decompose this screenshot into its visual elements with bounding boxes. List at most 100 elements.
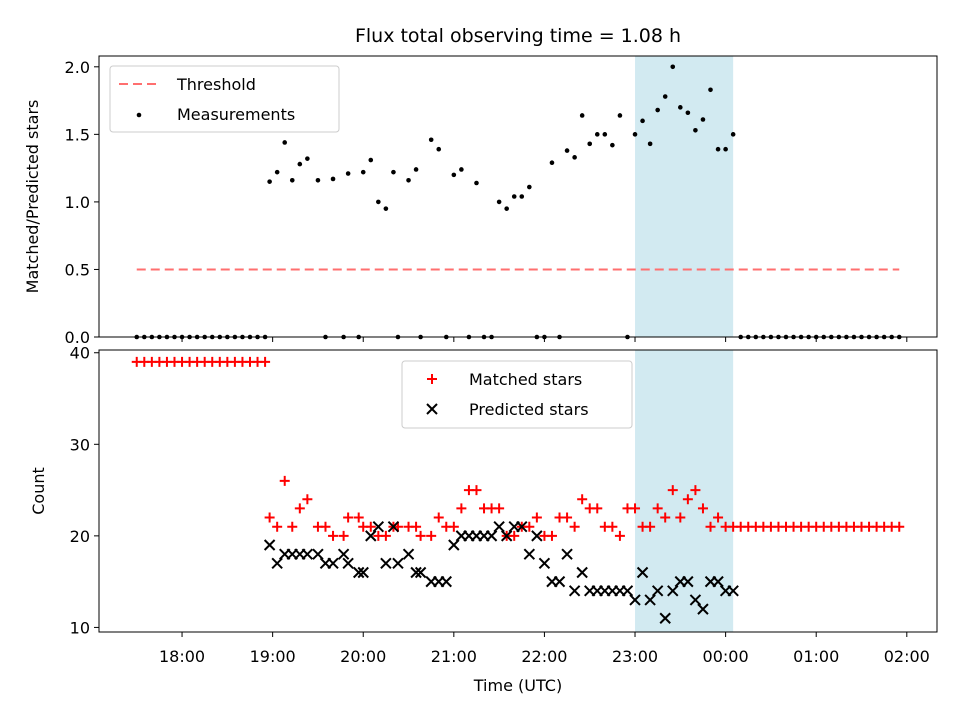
data-point	[602, 132, 608, 137]
data-point	[614, 530, 625, 541]
data-point	[682, 575, 694, 588]
data-point	[645, 521, 656, 532]
data-point	[682, 494, 693, 505]
data-point	[511, 194, 517, 199]
legend-box	[401, 360, 633, 429]
data-point	[294, 503, 305, 514]
x-tick-label: 23:00	[612, 647, 658, 666]
data-point	[592, 503, 603, 514]
bottom-panel: 10 20 30 40 18:00 19:00 20:00 21:00 22:00 23:00 00…	[29, 344, 938, 666]
data-point	[640, 118, 645, 124]
data-point	[519, 194, 525, 199]
x-tick-label: 18:00	[159, 647, 205, 666]
data-point	[260, 356, 271, 367]
data-point	[632, 132, 638, 137]
data-point	[392, 557, 404, 570]
data-point	[579, 113, 585, 118]
data-point	[415, 530, 426, 541]
data-point	[328, 530, 339, 541]
y-tick-label: 2.0	[65, 58, 90, 77]
x-axis-label: Time (UTC)	[473, 676, 562, 695]
data-point	[493, 521, 505, 533]
data-point	[433, 512, 444, 523]
data-point	[689, 594, 702, 606]
data-point	[365, 530, 377, 542]
data-point	[712, 575, 724, 588]
data-point	[576, 566, 588, 579]
data-point	[730, 132, 736, 137]
data-point	[531, 512, 542, 523]
data-point	[372, 521, 385, 533]
y-tick-label: 1.5	[65, 125, 90, 144]
data-point	[274, 169, 280, 175]
y-axis-label: Count	[29, 467, 48, 515]
data-point	[594, 132, 600, 137]
y-tick-label: 0.0	[65, 328, 90, 347]
data-point	[320, 521, 331, 532]
axes-frame	[98, 349, 938, 633]
x-tick-label: 00:00	[703, 647, 749, 666]
y-tick-label: 10	[70, 618, 90, 637]
data-point	[357, 566, 369, 579]
data-point	[617, 113, 623, 118]
data-point	[546, 530, 557, 541]
data-point	[509, 530, 520, 541]
data-point	[549, 160, 555, 166]
x-tick-label: 02:00	[884, 647, 930, 666]
data-point	[577, 494, 588, 505]
data-point	[700, 117, 706, 122]
data-point	[279, 475, 290, 486]
chart-title: Flux total observing time = 1.08 h	[355, 25, 681, 47]
data-point	[302, 494, 313, 505]
data-point	[380, 557, 392, 570]
series-matched-stars	[131, 356, 905, 541]
legend-box	[109, 65, 340, 133]
data-point	[705, 521, 716, 532]
legend: Matched stars Predicted stars	[401, 360, 633, 429]
y-tick-label: 20	[70, 527, 90, 546]
data-point	[572, 155, 577, 160]
data-point	[651, 585, 664, 597]
data-point	[629, 594, 641, 606]
data-point	[644, 594, 656, 606]
data-point	[564, 148, 570, 153]
data-point	[387, 521, 400, 533]
data-point	[376, 199, 381, 205]
data-point	[338, 530, 349, 541]
data-point	[723, 146, 728, 152]
data-point	[630, 503, 641, 514]
x-tick-label: 01:00	[793, 647, 839, 666]
data-point	[440, 575, 452, 588]
data-point	[406, 177, 411, 183]
data-point	[272, 521, 283, 532]
data-point	[428, 137, 434, 143]
legend-marker	[136, 112, 142, 118]
legend-label: Matched stars	[469, 370, 582, 389]
legend-label: Predicted stars	[469, 400, 589, 419]
data-point	[678, 105, 683, 110]
data-point	[675, 512, 686, 523]
data-point	[337, 548, 350, 560]
data-point	[708, 87, 713, 93]
data-point	[459, 167, 464, 172]
top-panel: 0.0 0.5 1.0 1.5 2.0 Matched/Predicted stars Th…	[23, 55, 938, 347]
x-tick-label: 20:00	[340, 647, 386, 666]
data-point	[474, 180, 479, 186]
y-tick-label: 40	[70, 344, 90, 363]
data-point	[652, 503, 663, 514]
data-point	[391, 169, 396, 175]
data-point	[607, 521, 618, 532]
data-point	[411, 521, 422, 532]
data-point	[330, 176, 336, 182]
legend: Threshold Measurements	[109, 65, 340, 133]
axes-frame	[98, 55, 938, 338]
data-point	[713, 512, 724, 523]
data-point	[342, 557, 354, 570]
data-point	[456, 503, 467, 514]
data-point	[562, 512, 573, 523]
data-point	[693, 128, 698, 133]
data-point	[380, 530, 391, 541]
data-point	[315, 177, 321, 183]
data-point	[667, 485, 678, 496]
data-point	[368, 157, 374, 163]
